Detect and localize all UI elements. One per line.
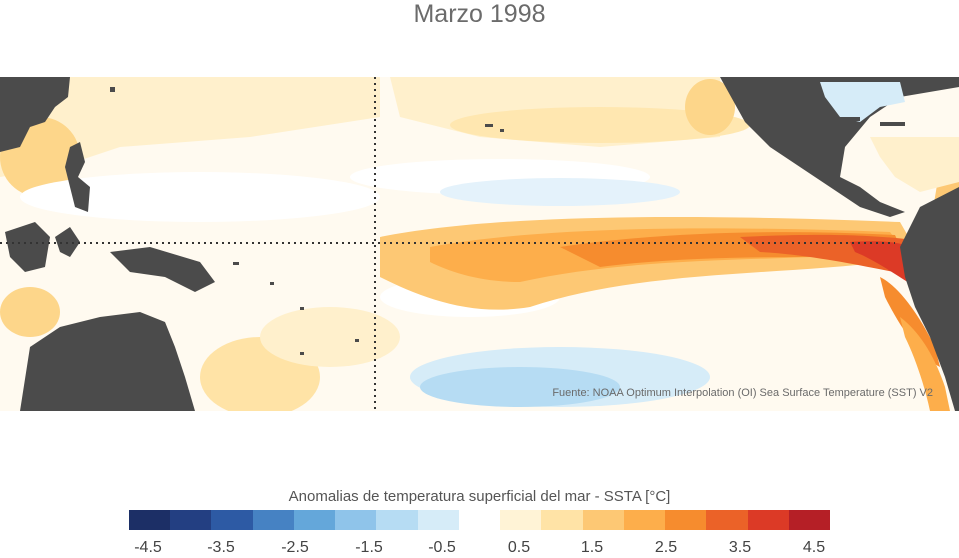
colorbar-swatch [170, 510, 212, 530]
colorbar-swatch [747, 510, 789, 530]
colorbar-swatch [788, 510, 830, 530]
borneo-landmass [5, 222, 50, 272]
ssta-map-canvas [0, 77, 959, 411]
source-caption: Fuente: NOAA Optimum Interpolation (OI) … [552, 387, 933, 399]
map-title: Marzo 1998 [413, 0, 546, 28]
colorbar-swatch [376, 510, 418, 530]
philippines-landmass [65, 142, 90, 212]
colorbar-swatch [211, 510, 253, 530]
colorbar-tick-label: -3.5 [207, 539, 235, 556]
south-america-landmass [900, 187, 959, 411]
australia-landmass [20, 312, 195, 411]
colorbar-swatch [252, 510, 294, 530]
colorbar-swatch [623, 510, 666, 530]
pacific-islands [110, 87, 905, 355]
central-america-landmass [720, 77, 959, 217]
colorbar-swatch [541, 510, 583, 530]
colorbar-tick-label: 0.5 [507, 539, 531, 556]
new-guinea-landmass [110, 247, 215, 292]
colorbar-title: Anomalias de temperatura superficial del… [288, 488, 671, 505]
colorbar-ticks: -4.5 -3.5 -2.5 -1.5 -0.5 0.5 1.5 2.5 3.5 4.5 [0, 540, 959, 558]
asia-landmass [0, 77, 70, 152]
colorbar-tick-label: -0.5 [428, 539, 456, 556]
colorbar-swatch [293, 510, 336, 530]
colorbar-swatch [706, 510, 748, 530]
colorbar-tick-label: -2.5 [281, 539, 309, 556]
colorbar-tick-label: 4.5 [802, 539, 826, 556]
land-masses [0, 77, 959, 411]
colorbar-tick-label: -4.5 [134, 539, 162, 556]
gulf-of-mexico [820, 82, 905, 122]
colorbar-swatch [458, 510, 501, 530]
colorbar [129, 510, 830, 530]
colorbar-tick-label: 3.5 [728, 539, 752, 556]
colorbar-swatch [129, 510, 171, 530]
colorbar-tick-label: 1.5 [580, 539, 604, 556]
caribbean-sea [870, 137, 959, 192]
ssta-map [0, 77, 959, 411]
anomaly-fields [0, 77, 959, 411]
colorbar-swatch [417, 510, 459, 530]
colorbar-tick-label: -1.5 [355, 539, 383, 556]
colorbar-swatch [500, 510, 542, 530]
colorbar-tick-label: 2.5 [654, 539, 678, 556]
colorbar-swatch [665, 510, 707, 530]
colorbar-swatch [335, 510, 377, 530]
colorbar-swatch [582, 510, 624, 530]
